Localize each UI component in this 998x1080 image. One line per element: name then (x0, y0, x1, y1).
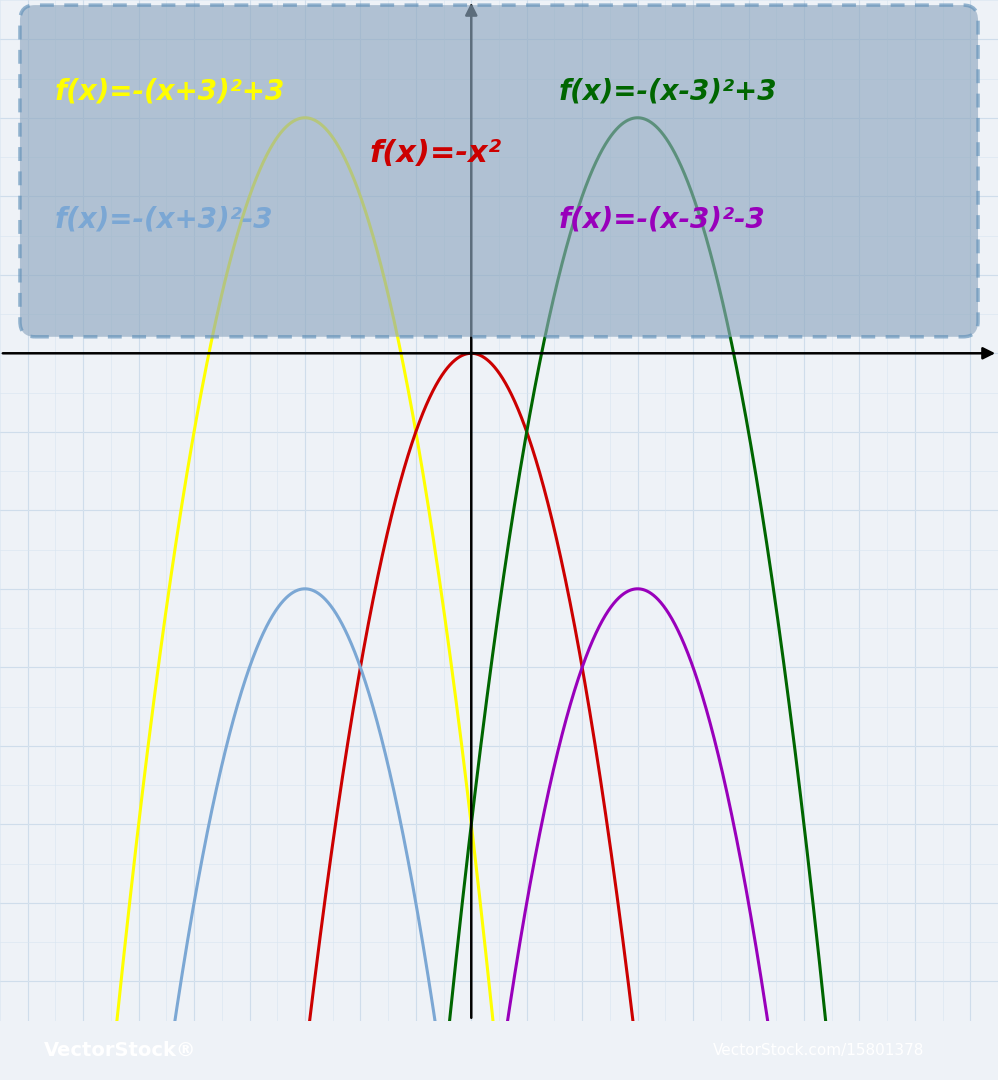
Text: f(x)=-(x-3)²-3: f(x)=-(x-3)²-3 (559, 205, 765, 233)
Text: VectorStock.com/15801378: VectorStock.com/15801378 (713, 1043, 924, 1057)
Text: f(x)=-(x-3)²+3: f(x)=-(x-3)²+3 (559, 78, 777, 106)
Text: f(x)=-(x+3)²+3: f(x)=-(x+3)²+3 (55, 78, 285, 106)
Text: f(x)=-(x+3)²-3: f(x)=-(x+3)²-3 (55, 205, 273, 233)
Text: VectorStock®: VectorStock® (44, 1041, 196, 1059)
FancyBboxPatch shape (20, 5, 978, 337)
Text: f(x)=-x²: f(x)=-x² (369, 138, 501, 167)
